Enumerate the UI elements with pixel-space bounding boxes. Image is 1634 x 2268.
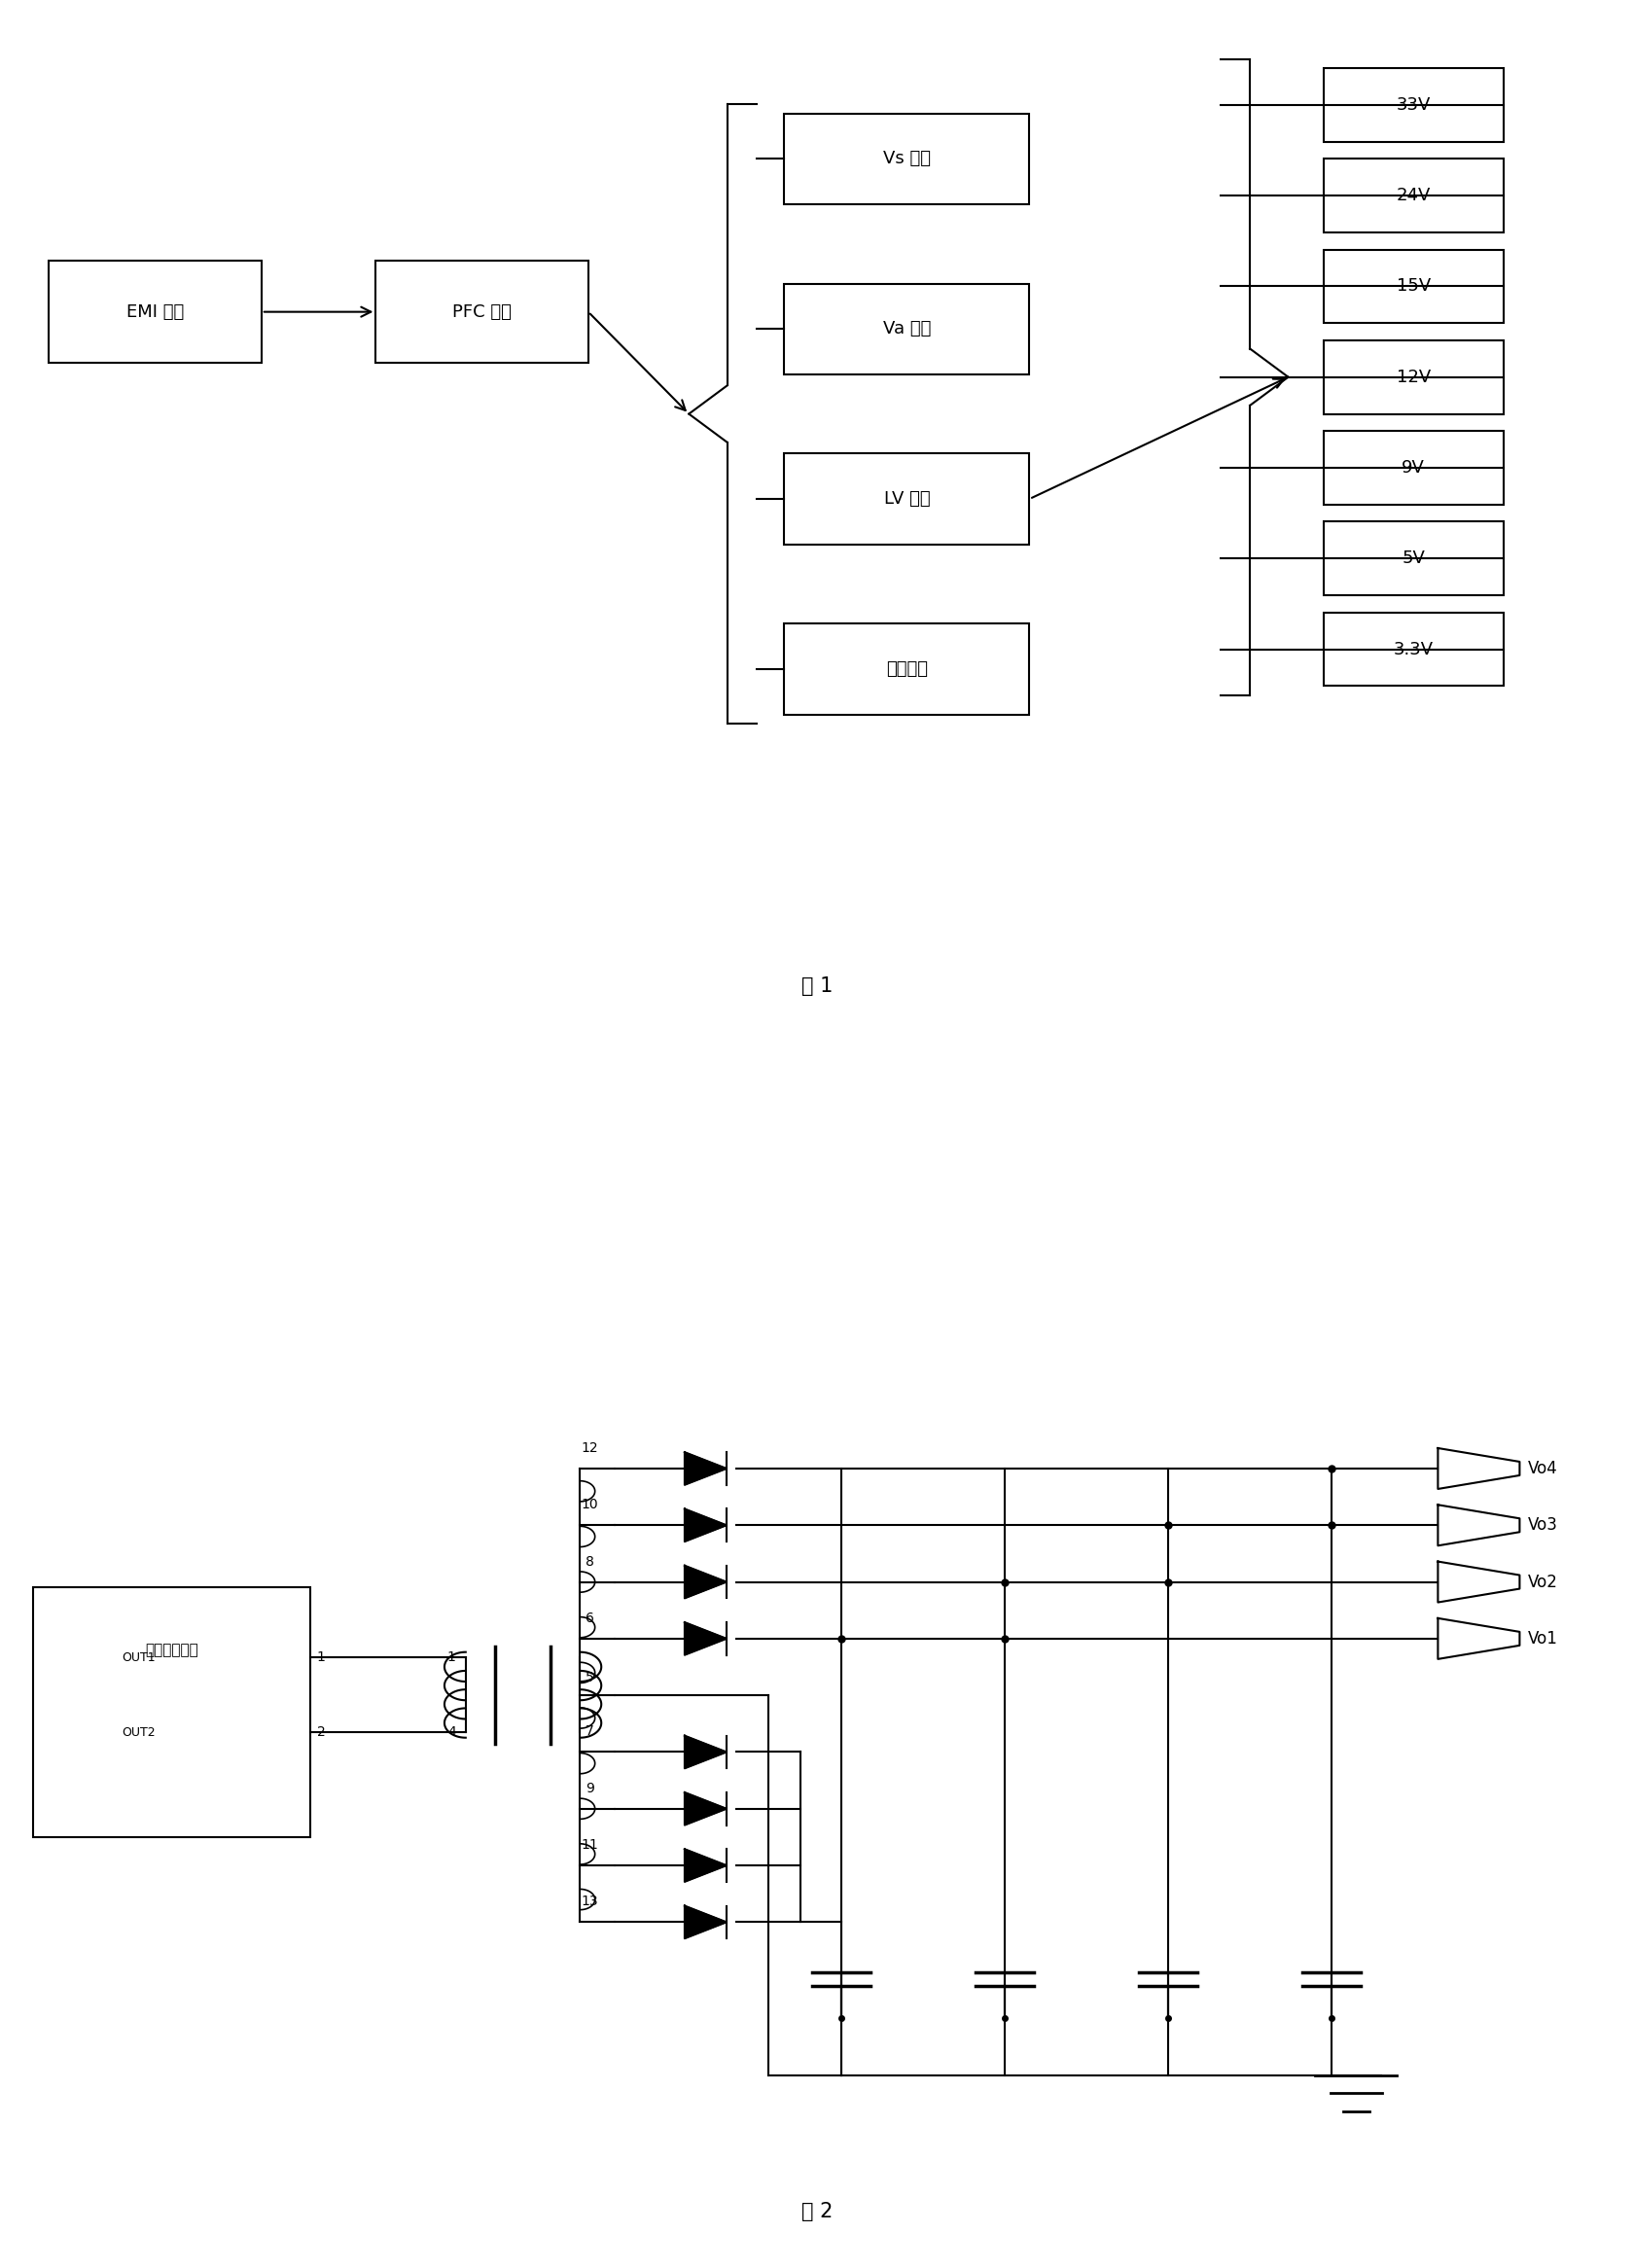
Polygon shape xyxy=(685,1792,727,1826)
FancyBboxPatch shape xyxy=(784,284,1029,374)
Text: LV 电路: LV 电路 xyxy=(884,490,930,508)
Polygon shape xyxy=(685,1452,727,1486)
Text: 图 1: 图 1 xyxy=(801,978,833,996)
FancyBboxPatch shape xyxy=(784,624,1029,714)
Text: 8: 8 xyxy=(585,1554,595,1569)
Text: Vs 电路: Vs 电路 xyxy=(882,150,931,168)
Polygon shape xyxy=(685,1565,727,1599)
Text: 13: 13 xyxy=(582,1894,598,1910)
Text: 5: 5 xyxy=(585,1669,595,1683)
Text: Vo3: Vo3 xyxy=(1528,1517,1557,1533)
Text: 1: 1 xyxy=(448,1651,456,1665)
FancyBboxPatch shape xyxy=(49,261,261,363)
Text: 1: 1 xyxy=(317,1651,325,1665)
Polygon shape xyxy=(685,1735,727,1769)
Text: 2: 2 xyxy=(317,1726,325,1740)
Text: 待机电路: 待机电路 xyxy=(886,660,928,678)
Text: 5V: 5V xyxy=(1402,549,1425,567)
Text: 10: 10 xyxy=(582,1497,598,1510)
Text: Vo2: Vo2 xyxy=(1528,1574,1557,1590)
FancyBboxPatch shape xyxy=(1324,249,1503,322)
Polygon shape xyxy=(685,1508,727,1542)
Text: 9V: 9V xyxy=(1402,458,1425,476)
Polygon shape xyxy=(685,1905,727,1939)
Text: PFC 电路: PFC 电路 xyxy=(453,304,511,320)
FancyBboxPatch shape xyxy=(33,1588,310,1837)
Text: EMI 滤波: EMI 滤波 xyxy=(126,304,185,320)
FancyBboxPatch shape xyxy=(784,113,1029,204)
Text: 12: 12 xyxy=(582,1440,598,1456)
Polygon shape xyxy=(685,1622,727,1656)
Text: 24V: 24V xyxy=(1395,186,1431,204)
Text: 3.3V: 3.3V xyxy=(1394,640,1433,658)
Text: 图 2: 图 2 xyxy=(801,2202,833,2220)
FancyBboxPatch shape xyxy=(784,454,1029,544)
Text: Vo1: Vo1 xyxy=(1528,1631,1557,1647)
FancyBboxPatch shape xyxy=(376,261,588,363)
Text: 11: 11 xyxy=(582,1837,598,1851)
Text: OUT2: OUT2 xyxy=(121,1726,155,1740)
Text: 15V: 15V xyxy=(1397,277,1430,295)
Text: 4: 4 xyxy=(448,1726,456,1740)
Text: 谐振电路输出: 谐振电路输出 xyxy=(145,1642,198,1658)
FancyBboxPatch shape xyxy=(1324,340,1503,415)
FancyBboxPatch shape xyxy=(1324,159,1503,231)
Text: Va 电路: Va 电路 xyxy=(882,320,931,338)
Text: 9: 9 xyxy=(585,1780,595,1796)
Text: 6: 6 xyxy=(585,1610,595,1624)
Text: 33V: 33V xyxy=(1395,95,1431,113)
Text: 12V: 12V xyxy=(1397,367,1430,386)
FancyBboxPatch shape xyxy=(1324,522,1503,596)
FancyBboxPatch shape xyxy=(1324,68,1503,141)
Text: Vo4: Vo4 xyxy=(1528,1461,1557,1476)
FancyBboxPatch shape xyxy=(1324,431,1503,503)
Text: OUT1: OUT1 xyxy=(121,1651,155,1665)
Polygon shape xyxy=(685,1848,727,1882)
Text: 7: 7 xyxy=(585,1724,595,1737)
FancyBboxPatch shape xyxy=(1324,612,1503,685)
